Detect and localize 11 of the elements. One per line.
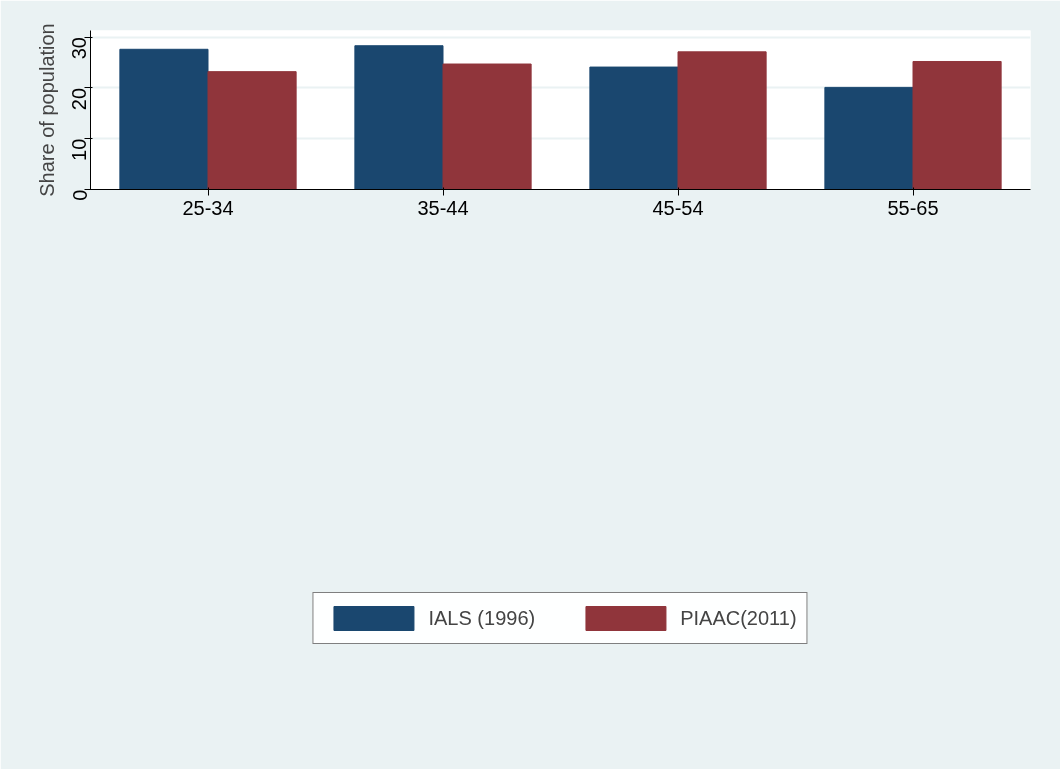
- y-tick-label: 10: [68, 138, 91, 161]
- legend-label: IALS (1996): [428, 606, 536, 630]
- y-tick-label: 20: [68, 87, 91, 111]
- x-tick-label: 55-65: [887, 196, 939, 219]
- y-axis-title: Share of population: [35, 23, 58, 197]
- y-tick-label: 30: [68, 37, 91, 60]
- x-tick-label: 25-34: [182, 196, 234, 219]
- x-tick-label: 45-54: [652, 196, 704, 219]
- x-tick-label: 35-44: [417, 196, 469, 219]
- legend-label: PIAAC(2011): [680, 606, 797, 630]
- y-tick-label: 0: [68, 189, 91, 201]
